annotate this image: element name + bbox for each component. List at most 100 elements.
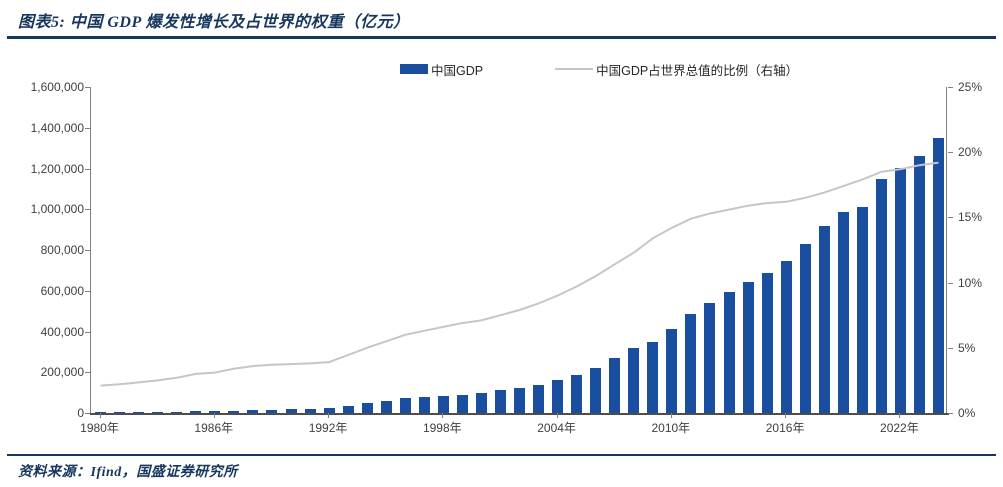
y-right-tick-label: 5% [958,340,976,355]
bar-1980 [95,412,106,413]
figure-title: 图表5: 中国 GDP 爆发性增长及占世界的权重（亿元） [18,14,410,31]
line-swatch-icon [555,68,594,70]
gdp-share-line [100,161,939,387]
bar-2014 [742,281,754,413]
bar-2002 [514,388,525,413]
chart-legend: 中国GDP 中国GDP占世界总值的比例（右轴） [400,60,798,79]
y-left-tick [85,127,90,129]
plot-area [90,87,949,415]
bar-1996 [399,398,411,413]
x-tick-label-1980: 1980年 [80,421,119,435]
legend-item-gdp-share: 中国GDP占世界总值的比例（右轴） [555,60,798,79]
y-left-tick-label: 800,000 [40,243,84,257]
x-tick [556,413,558,418]
title-divider [7,36,996,39]
x-tick-label-2016: 2016年 [765,421,805,435]
legend-item-china-gdp: 中国GDP [400,60,483,79]
y-right-tick-label: 25% [958,80,983,94]
bar-1989 [266,409,278,413]
y-right-tick [948,282,953,284]
y-left-tick-label: 200,000 [40,365,84,380]
y-left-tick-label: 400,000 [40,324,84,339]
bar-1991 [304,408,316,413]
bar-2018 [818,225,830,413]
y-right-tick-label: 10% [958,275,983,290]
bar-1984 [171,411,183,413]
bar-1990 [285,409,297,413]
x-tick [670,413,672,418]
x-tick-label-1998: 1998年 [422,421,462,435]
legend-label: 中国GDP [431,63,484,78]
bar-2007 [609,358,621,413]
x-tick [899,413,901,418]
bar-2004 [552,380,564,413]
y-right-tick [948,413,953,414]
bar-swatch-icon [400,64,428,74]
bar-2006 [590,368,602,413]
bar-1995 [380,400,392,413]
y-left-tick-label: 1,600,000 [30,80,84,94]
x-tick [442,413,444,418]
bar-2011 [685,313,697,413]
y-left-tick [85,209,90,211]
legend-label: 中国GDP占世界总值的比例（右轴） [596,63,799,78]
bar-2016 [780,260,792,413]
x-tick-label-1992: 1992年 [308,421,348,435]
y-left-tick [85,413,90,414]
footer-divider [7,454,996,456]
x-tick-label-2004: 2004年 [537,421,576,435]
bar-1981 [114,412,126,413]
bar-2013 [723,292,735,413]
bar-2005 [571,374,583,413]
y-left-tick [85,168,90,170]
x-axis-line [90,413,949,415]
bar-2008 [628,348,640,413]
bar-1986 [209,410,221,413]
bar-1992 [323,407,335,413]
x-tick [785,413,787,418]
bar-2022 [894,167,906,413]
y-left-tick-label: 1,200,000 [30,161,84,176]
y-right-tick-label: 15% [958,210,983,225]
bar-2012 [704,303,716,413]
bar-2019 [837,212,849,413]
y-left-tick [85,87,90,88]
bar-2020 [856,206,868,413]
y-left-tick [85,290,90,292]
bar-2015 [761,272,773,413]
bar-1982 [133,411,145,413]
bar-1998 [437,395,449,413]
y-right-tick [948,152,953,154]
bar-2009 [647,342,659,413]
y-left-tick [85,250,90,251]
x-tick-label-2010: 2010年 [651,421,691,435]
y-left-tick-label: 600,000 [40,283,84,298]
x-tick [99,413,101,418]
bar-1994 [361,403,373,413]
y-left-tick [85,331,90,333]
x-tick [213,413,215,418]
bar-2000 [475,392,487,413]
y-left-tick-label: 1,000,000 [30,202,84,217]
bar-1999 [456,394,468,413]
source-note: 资料来源：Ifind，国盛证券研究所 [18,465,238,480]
bar-2021 [875,178,887,413]
bar-2003 [533,385,544,413]
bar-1987 [228,410,240,413]
x-tick-label-2022: 2022年 [880,421,919,435]
bar-1997 [418,396,430,413]
y-left-tick [85,372,90,374]
y-right-tick [948,217,953,219]
bar-1988 [247,409,259,413]
x-tick [328,413,330,418]
bar-2010 [666,329,678,413]
x-tick-label-1986: 1986年 [194,421,234,435]
y-right-tick [948,87,953,88]
bar-1993 [342,405,354,413]
y-left-tick-label: 0 [77,406,84,420]
bar-2017 [799,243,811,413]
y-left-tick-label: 1,400,000 [30,120,84,135]
y-right-tick [948,347,953,349]
bar-2001 [495,390,506,413]
